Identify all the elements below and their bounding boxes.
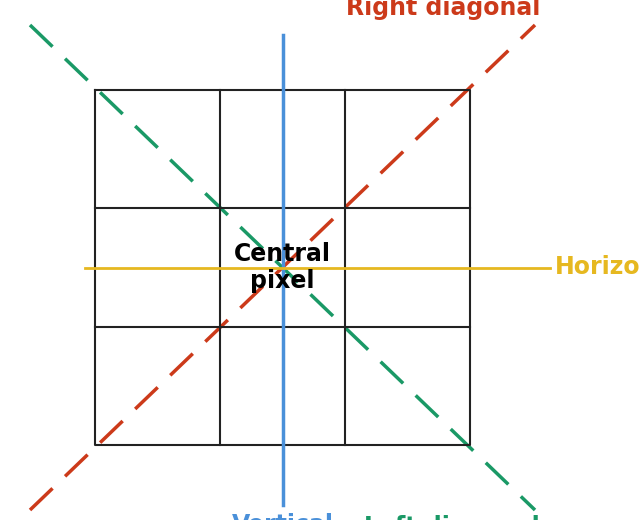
Text: Vertical: Vertical xyxy=(232,513,333,520)
Text: Right diagonal: Right diagonal xyxy=(346,0,540,20)
Text: Horizontal: Horizontal xyxy=(555,255,640,280)
Text: Left diagonal: Left diagonal xyxy=(364,515,540,520)
Text: Central
pixel: Central pixel xyxy=(234,242,331,293)
